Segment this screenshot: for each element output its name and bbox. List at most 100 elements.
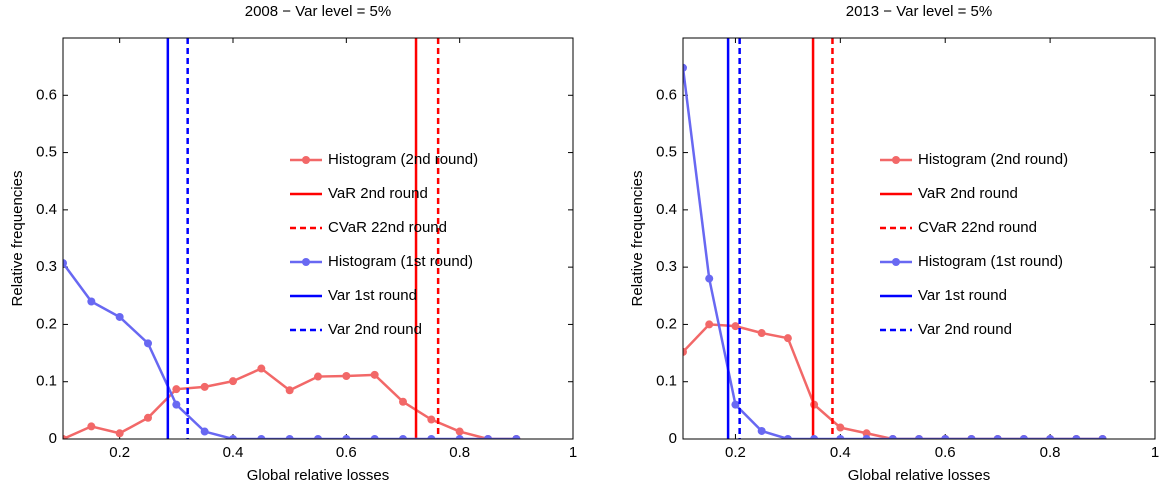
x-tick-label: 1: [569, 444, 577, 461]
y-tick-label: 0: [49, 430, 57, 447]
point: [427, 415, 436, 424]
point: [87, 297, 96, 306]
point: [757, 329, 766, 338]
point: [285, 435, 294, 439]
point: [783, 435, 792, 439]
legend-label: CVaR 22nd round: [328, 219, 447, 236]
y-tick-label: 0: [669, 430, 677, 447]
axes-box: [62, 37, 574, 440]
point: [200, 427, 209, 436]
point: [1019, 435, 1028, 439]
legend-label: Histogram (1st round): [328, 253, 473, 270]
point: [144, 413, 152, 422]
legend-label: Histogram (2nd round): [918, 151, 1068, 168]
point: [314, 372, 322, 381]
point: [783, 334, 792, 343]
point: [257, 435, 266, 439]
point: [229, 377, 237, 386]
y-tick-label: 0.5: [656, 144, 677, 161]
point: [705, 274, 714, 283]
chart: 2013 − Var level = 5% Global relative los…: [629, 3, 1159, 484]
point: [115, 312, 124, 321]
point: [888, 435, 897, 439]
point: [399, 435, 407, 439]
y-tick-label: 0.3: [36, 258, 57, 275]
plot-area: [63, 38, 521, 439]
x-tick-label: 0.2: [109, 444, 130, 461]
point: [941, 435, 950, 439]
y-tick-label: 0.2: [656, 315, 677, 332]
point: [342, 435, 351, 439]
point: [229, 435, 237, 439]
series-line: [683, 323, 1103, 439]
x-axis-label: Global relative losses: [848, 467, 991, 484]
point: [285, 386, 294, 395]
point: [1098, 435, 1107, 439]
legend-label: CVaR 22nd round: [918, 219, 1037, 236]
legend-label: Var 2nd round: [918, 321, 1012, 338]
point: [63, 259, 67, 268]
plot-area: [683, 38, 1107, 439]
y-tick-label: 0.6: [656, 86, 677, 103]
point: [915, 435, 923, 439]
point: [757, 426, 766, 435]
y-tick-label: 0.1: [656, 373, 677, 390]
legend-label: Var 1st round: [328, 287, 417, 304]
legend-marker: [302, 156, 310, 164]
point: [455, 435, 464, 439]
legend-label: Var 1st round: [918, 287, 1007, 304]
point: [705, 320, 714, 329]
x-tick-label: 0.8: [1040, 444, 1061, 461]
series-line: [63, 367, 517, 439]
y-tick-label: 0.3: [656, 258, 677, 275]
point: [399, 397, 407, 406]
point: [683, 347, 687, 356]
legend-marker: [892, 258, 900, 266]
legend-marker: [892, 156, 900, 164]
point: [200, 382, 209, 391]
chart-title: 2013 − Var level = 5%: [846, 3, 992, 20]
legend-marker: [302, 258, 310, 266]
x-tick-label: 0.2: [725, 444, 746, 461]
x-tick-label: 0.4: [830, 444, 851, 461]
point: [862, 429, 871, 438]
series-line: [683, 67, 1103, 439]
point: [144, 339, 152, 348]
point: [1046, 435, 1055, 439]
legend-label: VaR 2nd round: [918, 185, 1018, 202]
axes-box: [682, 37, 1156, 440]
point: [314, 435, 322, 439]
point: [172, 400, 181, 409]
point: [63, 435, 67, 439]
y-tick-label: 0.4: [656, 201, 677, 218]
point: [836, 423, 845, 432]
y-axis-label: Relative frequencies: [629, 171, 646, 307]
point: [427, 435, 436, 439]
point: [87, 422, 96, 431]
y-tick-label: 0.2: [36, 315, 57, 332]
point: [512, 435, 521, 439]
point: [115, 429, 124, 438]
legend-label: Histogram (1st round): [918, 253, 1063, 270]
x-tick-label: 0.6: [336, 444, 357, 461]
y-tick-label: 0.5: [36, 144, 57, 161]
legend-label: Var 2nd round: [328, 321, 422, 338]
x-tick-label: 0.6: [935, 444, 956, 461]
point: [370, 435, 379, 439]
x-tick-label: 0.4: [223, 444, 244, 461]
point: [836, 435, 845, 439]
y-tick-label: 0.1: [36, 373, 57, 390]
point: [683, 63, 687, 72]
x-tick-label: 1: [1151, 444, 1159, 461]
point: [342, 371, 351, 380]
y-tick-label: 0.6: [36, 86, 57, 103]
point: [967, 435, 976, 439]
point: [370, 370, 379, 379]
x-tick-label: 0.8: [449, 444, 470, 461]
point: [455, 427, 464, 436]
point: [484, 435, 492, 439]
legend-label: VaR 2nd round: [328, 185, 428, 202]
series-line: [63, 262, 517, 439]
